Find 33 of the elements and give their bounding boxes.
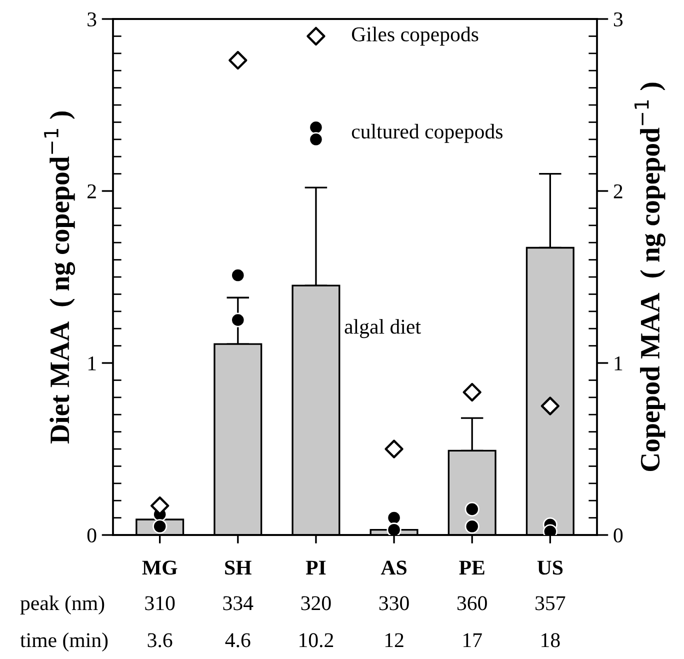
x-tick-label: PI [306,560,326,574]
y2-tick-label: 1 [614,356,622,370]
y-tick-label: 0 [87,528,96,542]
text: 3.6 [148,633,172,648]
x-tick-label: AS [380,560,406,575]
text: 334 [223,596,254,610]
text: 357 [536,596,566,610]
y-tick-label: 2 [88,184,96,198]
series-label: cultured copepods [352,124,502,143]
y2-axis-title: Copepod MAA ( ng copepod$^{−1}$ ) [634,82,666,472]
y-tick-label: 3 [88,12,96,26]
y2-tick-label: 2 [614,184,622,198]
text: 12 [385,633,404,648]
text: 17 [464,633,482,648]
x-tick-label: SH [225,560,252,575]
y-tick-label: 1 [88,356,96,370]
text: 4.6 [225,633,250,648]
y2-tick-label: 0 [614,528,623,542]
y2-tick-label: 3 [614,12,623,26]
text: 10.2 [300,633,334,648]
text: 320 [301,596,331,610]
y-axis-title: Diet MAA ( ng copepod$^{−1}$ ) [44,111,76,444]
text: 18 [542,633,560,648]
x-tick-label: MG [142,560,178,575]
text: peak (nm) [20,596,104,614]
text: 310 [145,596,175,610]
text: 330 [379,596,409,610]
text: time (min) [20,632,108,652]
series-label: algal diet [344,319,421,338]
x-tick-label: US [537,560,563,575]
text: 360 [457,596,487,610]
x-tick-label: PE [459,560,484,574]
series-label: Giles copepods [352,26,478,46]
